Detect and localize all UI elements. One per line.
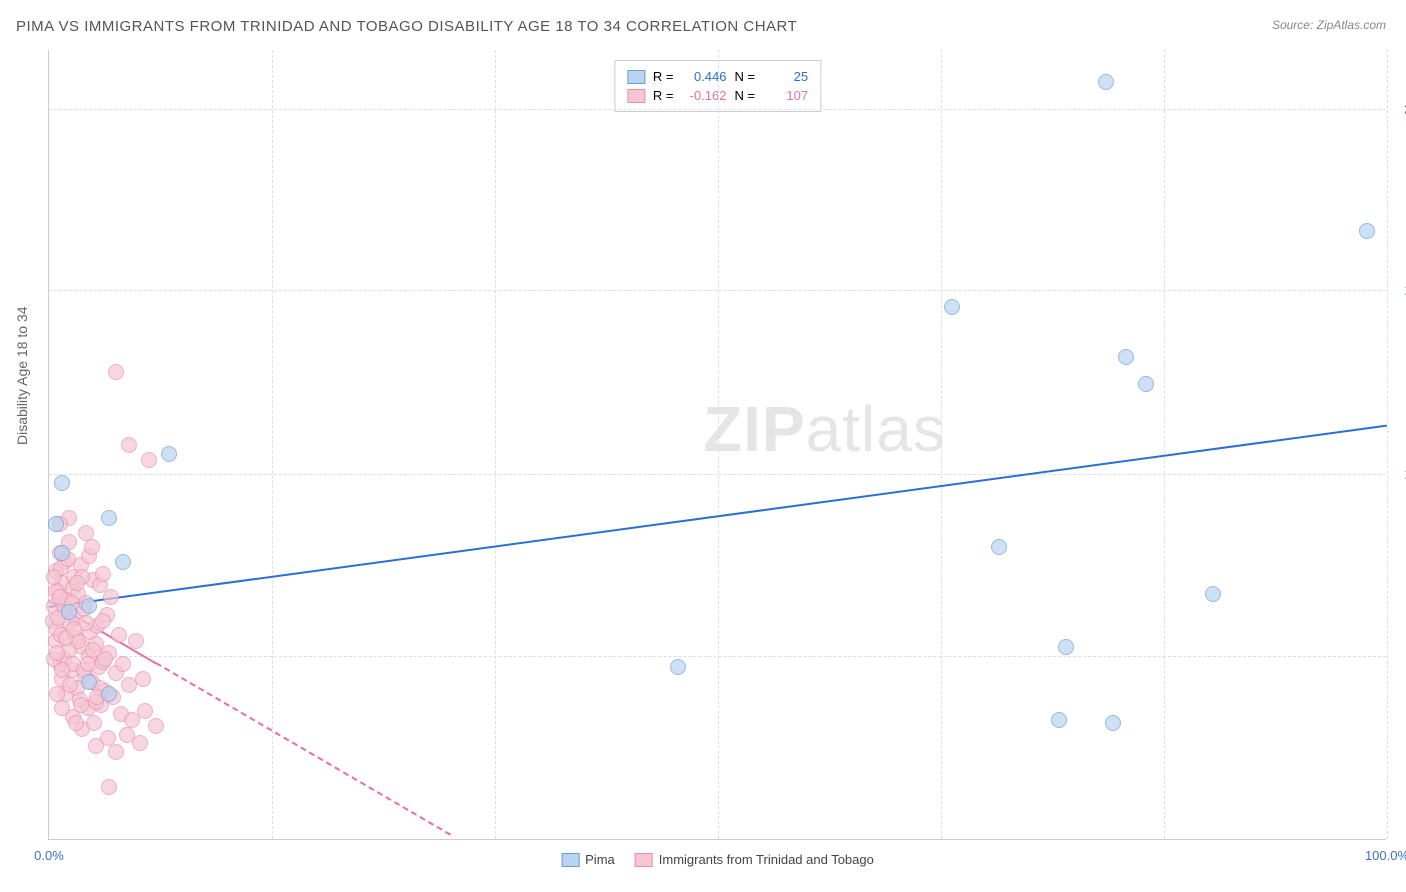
data-point (121, 437, 137, 453)
data-point (132, 735, 148, 751)
data-point (46, 569, 62, 585)
data-point (128, 633, 144, 649)
data-point (54, 475, 70, 491)
data-point (1098, 74, 1114, 90)
r-value-pima: 0.446 (682, 69, 727, 84)
r-label: R = (653, 88, 674, 103)
data-point (1118, 349, 1134, 365)
data-point (81, 674, 97, 690)
data-point (108, 744, 124, 760)
data-point (108, 364, 124, 380)
data-point (101, 510, 117, 526)
x-tick-label: 100.0% (1365, 848, 1406, 863)
watermark: ZIPatlas (703, 392, 946, 466)
data-point (101, 686, 117, 702)
data-point (141, 452, 157, 468)
data-point (670, 659, 686, 675)
data-point (101, 779, 117, 795)
plot-area: ZIPatlas R = 0.446 N = 25 R = -0.162 N =… (48, 50, 1386, 840)
source-attribution: Source: ZipAtlas.com (1272, 18, 1386, 32)
data-point (69, 575, 85, 591)
r-value-immigrants: -0.162 (682, 88, 727, 103)
source-name: ZipAtlas.com (1317, 18, 1386, 32)
data-point (135, 671, 151, 687)
y-tick-label: 25.0% (1391, 101, 1406, 116)
gridline-v (495, 50, 496, 839)
swatch-pima (627, 70, 645, 84)
data-point (84, 539, 100, 555)
data-point (68, 715, 84, 731)
swatch-immigrants (627, 89, 645, 103)
data-point (54, 545, 70, 561)
data-point (1205, 586, 1221, 602)
legend-label-immigrants: Immigrants from Trinidad and Tobago (659, 852, 874, 867)
data-point (115, 554, 131, 570)
data-point (73, 697, 89, 713)
data-point (137, 703, 153, 719)
legend-swatch-pima (561, 853, 579, 867)
data-point (66, 621, 82, 637)
trend-line (156, 663, 451, 836)
y-tick-label: 18.8% (1391, 282, 1406, 297)
legend-item-pima: Pima (561, 852, 615, 867)
data-point (78, 525, 94, 541)
data-point (1058, 639, 1074, 655)
correlation-chart: PIMA VS IMMIGRANTS FROM TRINIDAD AND TOB… (0, 0, 1406, 892)
gridline-v (1164, 50, 1165, 839)
gridline-v (718, 50, 719, 839)
gridline-v (272, 50, 273, 839)
data-point (148, 718, 164, 734)
data-point (111, 627, 127, 643)
data-point (54, 700, 70, 716)
gridline-v (1387, 50, 1388, 839)
data-point (54, 662, 70, 678)
y-axis-label: Disability Age 18 to 34 (14, 306, 30, 445)
data-point (49, 645, 65, 661)
legend-item-immigrants: Immigrants from Trinidad and Tobago (635, 852, 874, 867)
chart-title: PIMA VS IMMIGRANTS FROM TRINIDAD AND TOB… (16, 18, 797, 35)
legend-swatch-immigrants (635, 853, 653, 867)
data-point (103, 589, 119, 605)
series-legend: Pima Immigrants from Trinidad and Tobago (561, 852, 874, 867)
data-point (991, 539, 1007, 555)
n-label: N = (735, 88, 756, 103)
data-point (85, 642, 101, 658)
data-point (944, 299, 960, 315)
n-value-immigrants: 107 (763, 88, 808, 103)
y-tick-label: 12.5% (1391, 467, 1406, 482)
gridline-v (941, 50, 942, 839)
data-point (95, 613, 111, 629)
data-point (1105, 715, 1121, 731)
n-label: N = (735, 69, 756, 84)
watermark-atlas: atlas (806, 393, 946, 465)
source-label: Source: (1272, 18, 1313, 32)
n-value-pima: 25 (763, 69, 808, 84)
x-tick-label: 0.0% (34, 848, 64, 863)
data-point (61, 604, 77, 620)
r-label: R = (653, 69, 674, 84)
y-tick-label: 6.3% (1391, 648, 1406, 663)
data-point (100, 730, 116, 746)
legend-label-pima: Pima (585, 852, 615, 867)
data-point (1359, 223, 1375, 239)
data-point (81, 598, 97, 614)
data-point (80, 656, 96, 672)
data-point (1138, 376, 1154, 392)
data-point (161, 446, 177, 462)
data-point (95, 566, 111, 582)
data-point (115, 656, 131, 672)
data-point (1051, 712, 1067, 728)
data-point (62, 677, 78, 693)
data-point (86, 715, 102, 731)
data-point (48, 516, 64, 532)
